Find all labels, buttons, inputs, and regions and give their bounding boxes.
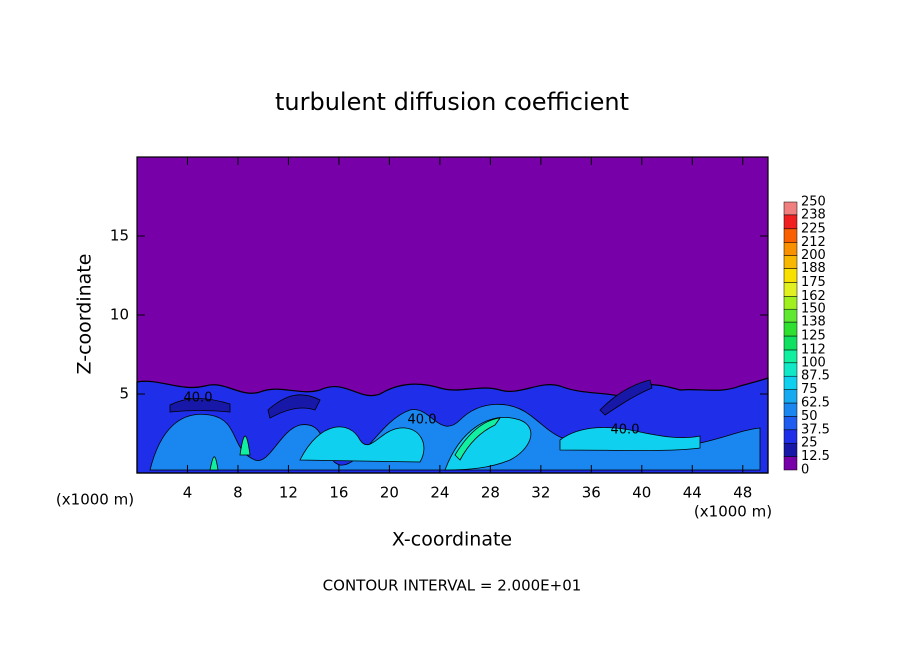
colorbar-bin bbox=[783, 349, 798, 364]
plot-area: 40.0 40.0 40.0 bbox=[136, 156, 769, 474]
colorbar-label: 112 bbox=[801, 342, 826, 357]
colorbar-label: 188 bbox=[801, 261, 826, 276]
colorbar-bin bbox=[783, 416, 798, 431]
colorbar-bin bbox=[783, 389, 798, 404]
colorbar-bin bbox=[783, 456, 798, 471]
colorbar-bin bbox=[783, 375, 798, 390]
x-tick-label: 24 bbox=[430, 484, 449, 502]
x-tick-label: 40 bbox=[632, 484, 651, 502]
colorbar-label: 125 bbox=[801, 329, 826, 344]
y-tick-label: 10 bbox=[110, 306, 129, 324]
colorbar-label: 150 bbox=[801, 302, 826, 317]
colorbar-label: 75 bbox=[801, 382, 818, 397]
field-region bbox=[209, 417, 501, 471]
annotation: CONTOUR INTERVAL = 2.000E+01 bbox=[323, 577, 582, 595]
x-tick-label: 36 bbox=[582, 484, 601, 502]
colorbar-bin bbox=[783, 242, 798, 256]
colorbar-label: 238 bbox=[801, 207, 826, 222]
colorbar-label: 250 bbox=[801, 195, 826, 210]
colorbar-bin bbox=[783, 429, 798, 444]
field-region bbox=[169, 379, 653, 419]
chart-title: turbulent diffusion coefficient bbox=[275, 88, 629, 116]
colorbar-bin bbox=[783, 201, 798, 216]
colorbar-bin bbox=[783, 296, 798, 310]
y-axis-label: Z-coordinate bbox=[74, 254, 96, 375]
field-region bbox=[299, 417, 701, 471]
colorbar-label: 12.5 bbox=[801, 449, 830, 464]
contour-label: 40.0 bbox=[408, 413, 437, 428]
colorbar-bin bbox=[783, 228, 798, 243]
colorbar-label: 175 bbox=[801, 275, 826, 290]
x-tick-label: 12 bbox=[279, 484, 298, 502]
colorbar-label: 200 bbox=[801, 248, 826, 263]
colorbar-label: 162 bbox=[801, 289, 826, 304]
x-tick-label: 8 bbox=[233, 484, 243, 502]
colorbar-label: 87.5 bbox=[801, 369, 830, 384]
contour-label: 40.0 bbox=[611, 423, 640, 438]
colorbar-bin bbox=[783, 255, 798, 269]
x-tick-label: 4 bbox=[183, 484, 193, 502]
contour-label: 40.0 bbox=[184, 391, 213, 406]
x-tick-label: 32 bbox=[531, 484, 550, 502]
colorbar-bin bbox=[783, 442, 798, 457]
colorbar-bin bbox=[783, 282, 798, 297]
colorbar-label: 138 bbox=[801, 315, 826, 330]
colorbar-bin bbox=[783, 321, 798, 337]
colorbar-label: 37.5 bbox=[801, 422, 830, 437]
colorbar-label: 212 bbox=[801, 235, 826, 250]
colorbar-label: 225 bbox=[801, 221, 826, 236]
colorbar-label: 25 bbox=[801, 436, 818, 451]
x-tick-label: 16 bbox=[329, 484, 348, 502]
colorbar-bin bbox=[783, 335, 798, 351]
colorbar-bin bbox=[783, 268, 798, 283]
x-tick-label: 44 bbox=[683, 484, 702, 502]
x-tick-label: 48 bbox=[733, 484, 752, 502]
x-tick-label: 20 bbox=[380, 484, 399, 502]
x-unit-label: (x1000 m) bbox=[56, 491, 134, 509]
colorbar-bin bbox=[783, 214, 798, 230]
y-tick-label: 15 bbox=[110, 227, 129, 245]
x-axis-label: X-coordinate bbox=[392, 529, 512, 551]
y-tick-label: 5 bbox=[119, 385, 129, 403]
colorbar-label: 100 bbox=[801, 355, 826, 370]
x-tick-label: 28 bbox=[481, 484, 500, 502]
colorbar-label: 50 bbox=[801, 409, 818, 424]
colorbar-label: 0 bbox=[801, 463, 809, 478]
colorbar-label: 62.5 bbox=[801, 396, 830, 411]
colorbar-bin bbox=[783, 402, 798, 417]
colorbar-bin bbox=[783, 362, 798, 377]
colorbar-bin bbox=[783, 308, 798, 323]
x-unit-label: (x1000 m) bbox=[694, 503, 772, 521]
